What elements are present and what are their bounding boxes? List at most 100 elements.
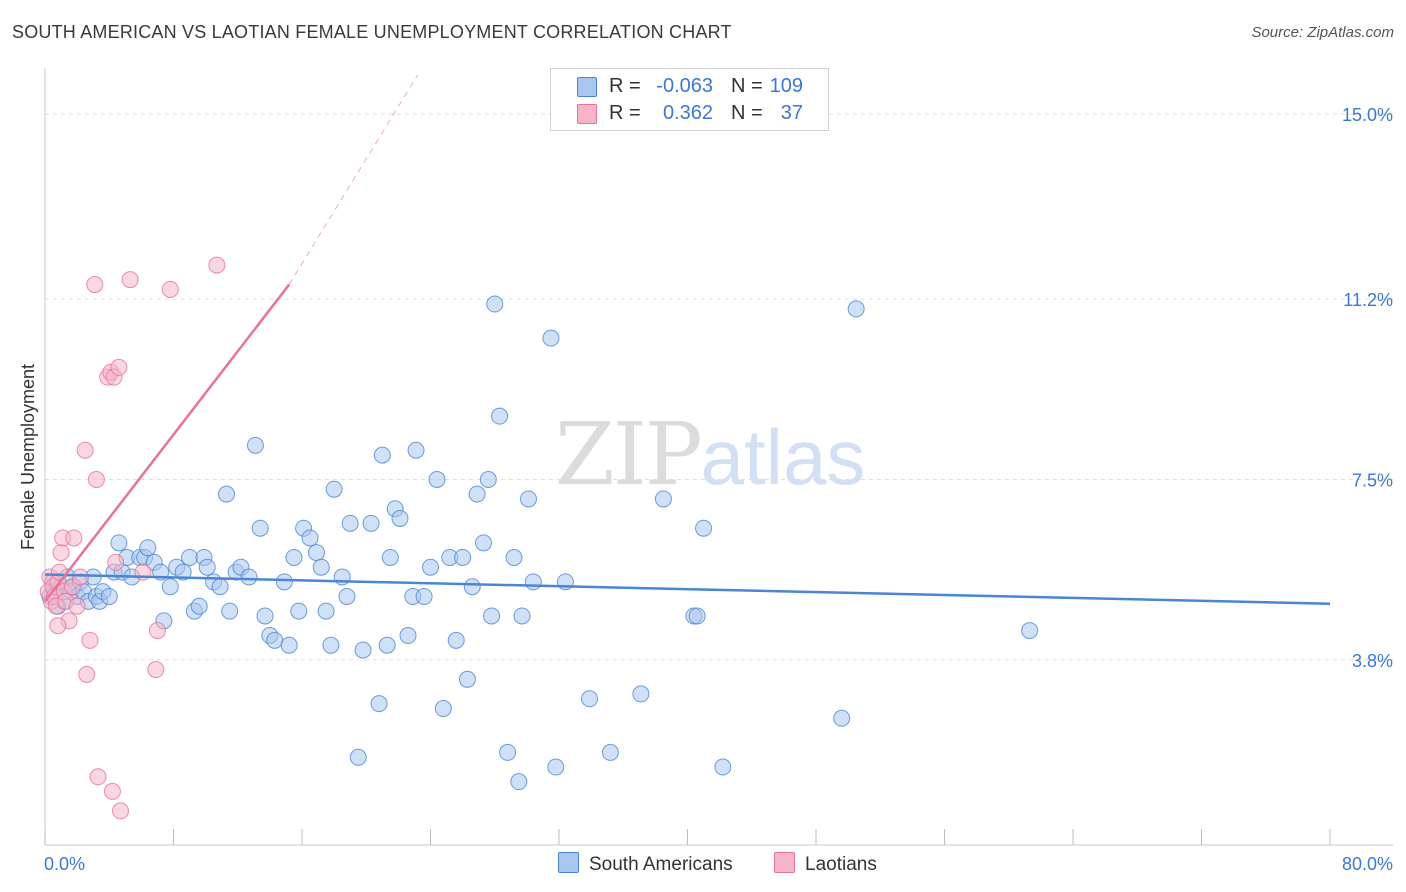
south-american-point	[491, 407, 509, 425]
south-american-point	[415, 587, 433, 605]
south-american-point	[174, 563, 192, 581]
laotian-point	[110, 358, 128, 376]
legend-swatch-pink	[577, 104, 597, 124]
south-american-point	[338, 587, 356, 605]
south-american-point	[251, 519, 269, 537]
watermark-atlas: atlas	[700, 413, 866, 501]
south-american-point	[354, 641, 372, 659]
south-american-point	[1021, 622, 1039, 640]
south-american-point	[510, 773, 528, 791]
legend-row-south-americans: R = -0.063 N = 109	[551, 73, 828, 99]
south-american-point	[280, 636, 298, 654]
r-label: R =	[609, 75, 641, 97]
south-american-point	[434, 700, 452, 718]
legend-item-laotians[interactable]: Laotians	[774, 852, 877, 876]
south-american-point	[307, 544, 325, 562]
r-label: R =	[609, 102, 641, 124]
y-tick-label: 3.8%	[1352, 651, 1393, 671]
south-american-point	[349, 748, 367, 766]
south-american-point	[475, 534, 493, 552]
south-american-point	[218, 485, 236, 503]
axes	[44, 68, 1393, 846]
south-american-point	[519, 490, 537, 508]
south-american-point	[317, 602, 335, 620]
laotian-point	[68, 597, 86, 615]
south-american-point	[240, 568, 258, 586]
south-american-point	[221, 602, 239, 620]
south-american-point	[362, 514, 380, 532]
y-tick-label: 15.0%	[1342, 105, 1393, 125]
x-tick-label: 80.0%	[1342, 854, 1393, 874]
y-axis-label: Female Unemployment	[18, 364, 38, 550]
trend-lines	[44, 74, 1331, 606]
south-american-point	[370, 695, 388, 713]
laotian-point	[52, 544, 70, 562]
laotian-point	[49, 617, 67, 635]
south-american-point	[312, 558, 330, 576]
south-american-point	[110, 534, 128, 552]
south-american-point	[714, 758, 732, 776]
south-american-point	[833, 709, 851, 727]
n-value: 109	[769, 75, 803, 97]
legend-item-south-americans[interactable]: South Americans	[558, 852, 733, 876]
legend-swatch-blue	[558, 852, 579, 873]
legend-label: South Americans	[589, 854, 733, 875]
south-american-point	[454, 548, 472, 566]
legend-swatch-pink	[774, 852, 795, 873]
south-american-point	[581, 690, 599, 708]
south-american-point	[688, 607, 706, 625]
laotian-point	[81, 631, 99, 649]
south-american-point	[285, 548, 303, 566]
south-american-point	[275, 573, 293, 591]
x-tick-label: 0.0%	[44, 854, 85, 874]
south-american-point	[399, 626, 417, 644]
laotian-point	[76, 441, 94, 459]
south-american-point	[341, 514, 359, 532]
south-american-point	[486, 295, 504, 313]
south-american-point	[632, 685, 650, 703]
south-american-point	[246, 436, 264, 454]
south-american-point	[290, 602, 308, 620]
laotian-point	[78, 665, 96, 683]
south-american-point	[499, 743, 517, 761]
laotian-point	[148, 622, 166, 640]
south-american-point	[547, 758, 565, 776]
legend-row-laotians: R = 0.362 N = 37	[551, 100, 828, 126]
y-tick-label: 11.2%	[1343, 290, 1393, 310]
south-american-point	[211, 578, 229, 596]
laotian-point	[103, 782, 121, 800]
south-american-point	[391, 509, 409, 527]
correlation-legend: R = -0.063 N = 109 R = 0.362 N = 37	[550, 68, 829, 131]
legend-label: Laotians	[805, 854, 877, 875]
watermark: ZIPatlas	[555, 405, 865, 505]
south-american-point	[847, 300, 865, 318]
south-american-point	[100, 587, 118, 605]
south-american-point	[407, 441, 425, 459]
south-american-point	[373, 446, 391, 464]
n-value: 37	[780, 102, 803, 124]
legend-swatch-blue	[577, 77, 597, 97]
laotians-trend-extension	[288, 74, 419, 285]
watermark-zip: ZIP	[555, 405, 703, 505]
south-americans-trend-line	[44, 573, 1331, 606]
laotian-point	[65, 529, 83, 547]
south-american-point	[322, 636, 340, 654]
r-value: 0.362	[662, 102, 713, 124]
n-label: N =	[731, 75, 763, 97]
laotian-point	[208, 256, 226, 274]
r-value: -0.063	[656, 75, 713, 97]
source-label: Source: ZipAtlas.com	[1251, 24, 1394, 41]
south-american-point	[458, 670, 476, 688]
south-american-point	[325, 480, 343, 498]
chart-title: SOUTH AMERICAN VS LAOTIAN FEMALE UNEMPLO…	[12, 22, 732, 42]
south-american-point	[447, 631, 465, 649]
south-american-point	[266, 631, 284, 649]
south-american-point	[428, 470, 446, 488]
laotian-point	[89, 768, 107, 786]
south-american-point	[190, 597, 208, 615]
laotian-point	[111, 802, 129, 820]
laotian-point	[161, 280, 179, 298]
south-american-point	[695, 519, 713, 537]
south-american-point	[468, 485, 486, 503]
